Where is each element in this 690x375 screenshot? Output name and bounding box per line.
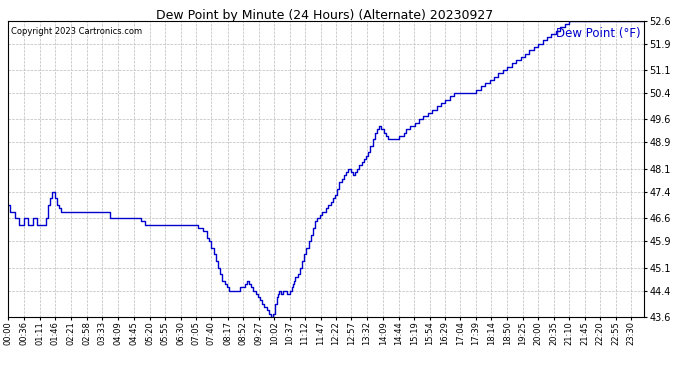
Text: Copyright 2023 Cartronics.com: Copyright 2023 Cartronics.com: [12, 27, 143, 36]
Text: Dew Point by Minute (24 Hours) (Alternate) 20230927: Dew Point by Minute (24 Hours) (Alternat…: [156, 9, 493, 22]
Text: Dew Point (°F): Dew Point (°F): [556, 27, 640, 39]
